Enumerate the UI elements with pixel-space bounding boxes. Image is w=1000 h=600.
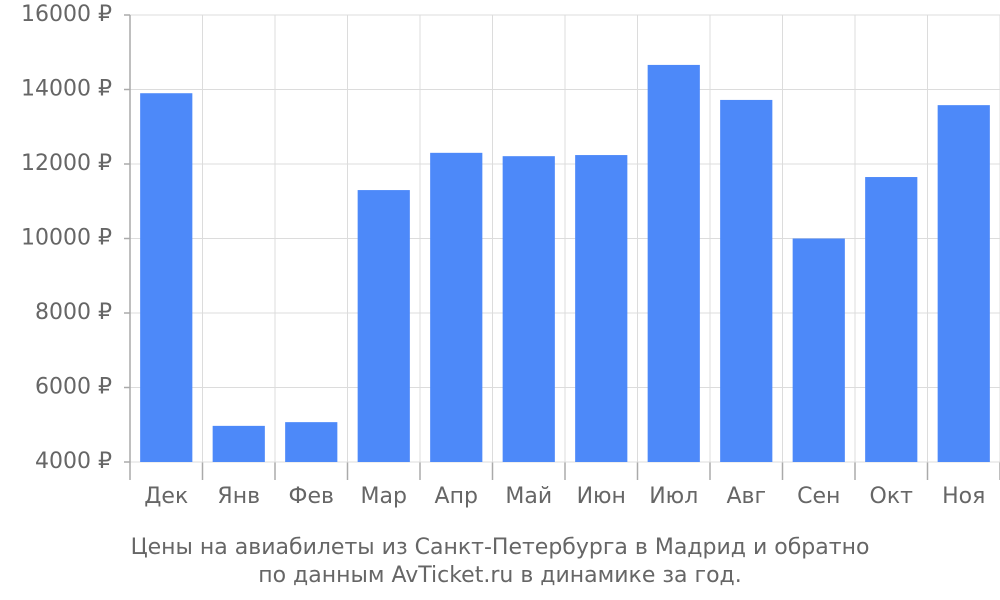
y-tick-label: 10000 ₽ [21, 226, 112, 251]
y-tick-label: 12000 ₽ [21, 151, 112, 176]
bar [212, 425, 265, 462]
x-tick-label: Авг [726, 484, 766, 509]
chart-subtitle: по данным AvTicket.ru в динамике за год. [258, 563, 742, 588]
bar [502, 156, 555, 463]
bar [792, 238, 845, 462]
bar [937, 105, 990, 463]
x-tick-label: Мар [361, 484, 407, 509]
x-tick-label: Сен [797, 484, 840, 509]
x-tick-label: Янв [217, 484, 260, 509]
y-tick-label: 4000 ₽ [35, 449, 112, 474]
y-tick-label: 14000 ₽ [21, 77, 112, 102]
y-tick-label: 8000 ₽ [35, 300, 112, 325]
x-tick-label: Дек [144, 484, 188, 509]
bar [720, 99, 773, 463]
x-tick-label: Июл [649, 484, 698, 509]
bar [575, 155, 628, 462]
x-tick-label: Фев [289, 484, 334, 509]
x-tick-label: Апр [435, 484, 478, 509]
y-tick-label: 6000 ₽ [35, 375, 112, 400]
y-tick-label: 16000 ₽ [21, 2, 112, 27]
bar [285, 422, 338, 462]
bar [357, 190, 410, 462]
x-tick-label: Июн [577, 484, 626, 509]
bar [647, 64, 700, 462]
x-tick-label: Ноя [942, 484, 985, 509]
x-tick-label: Окт [870, 484, 914, 509]
x-tick-label: Май [505, 484, 552, 509]
bar [865, 177, 918, 462]
bar [140, 93, 193, 462]
bar [430, 152, 483, 462]
chart-title: Цены на авиабилеты из Санкт-Петербурга в… [131, 535, 870, 560]
